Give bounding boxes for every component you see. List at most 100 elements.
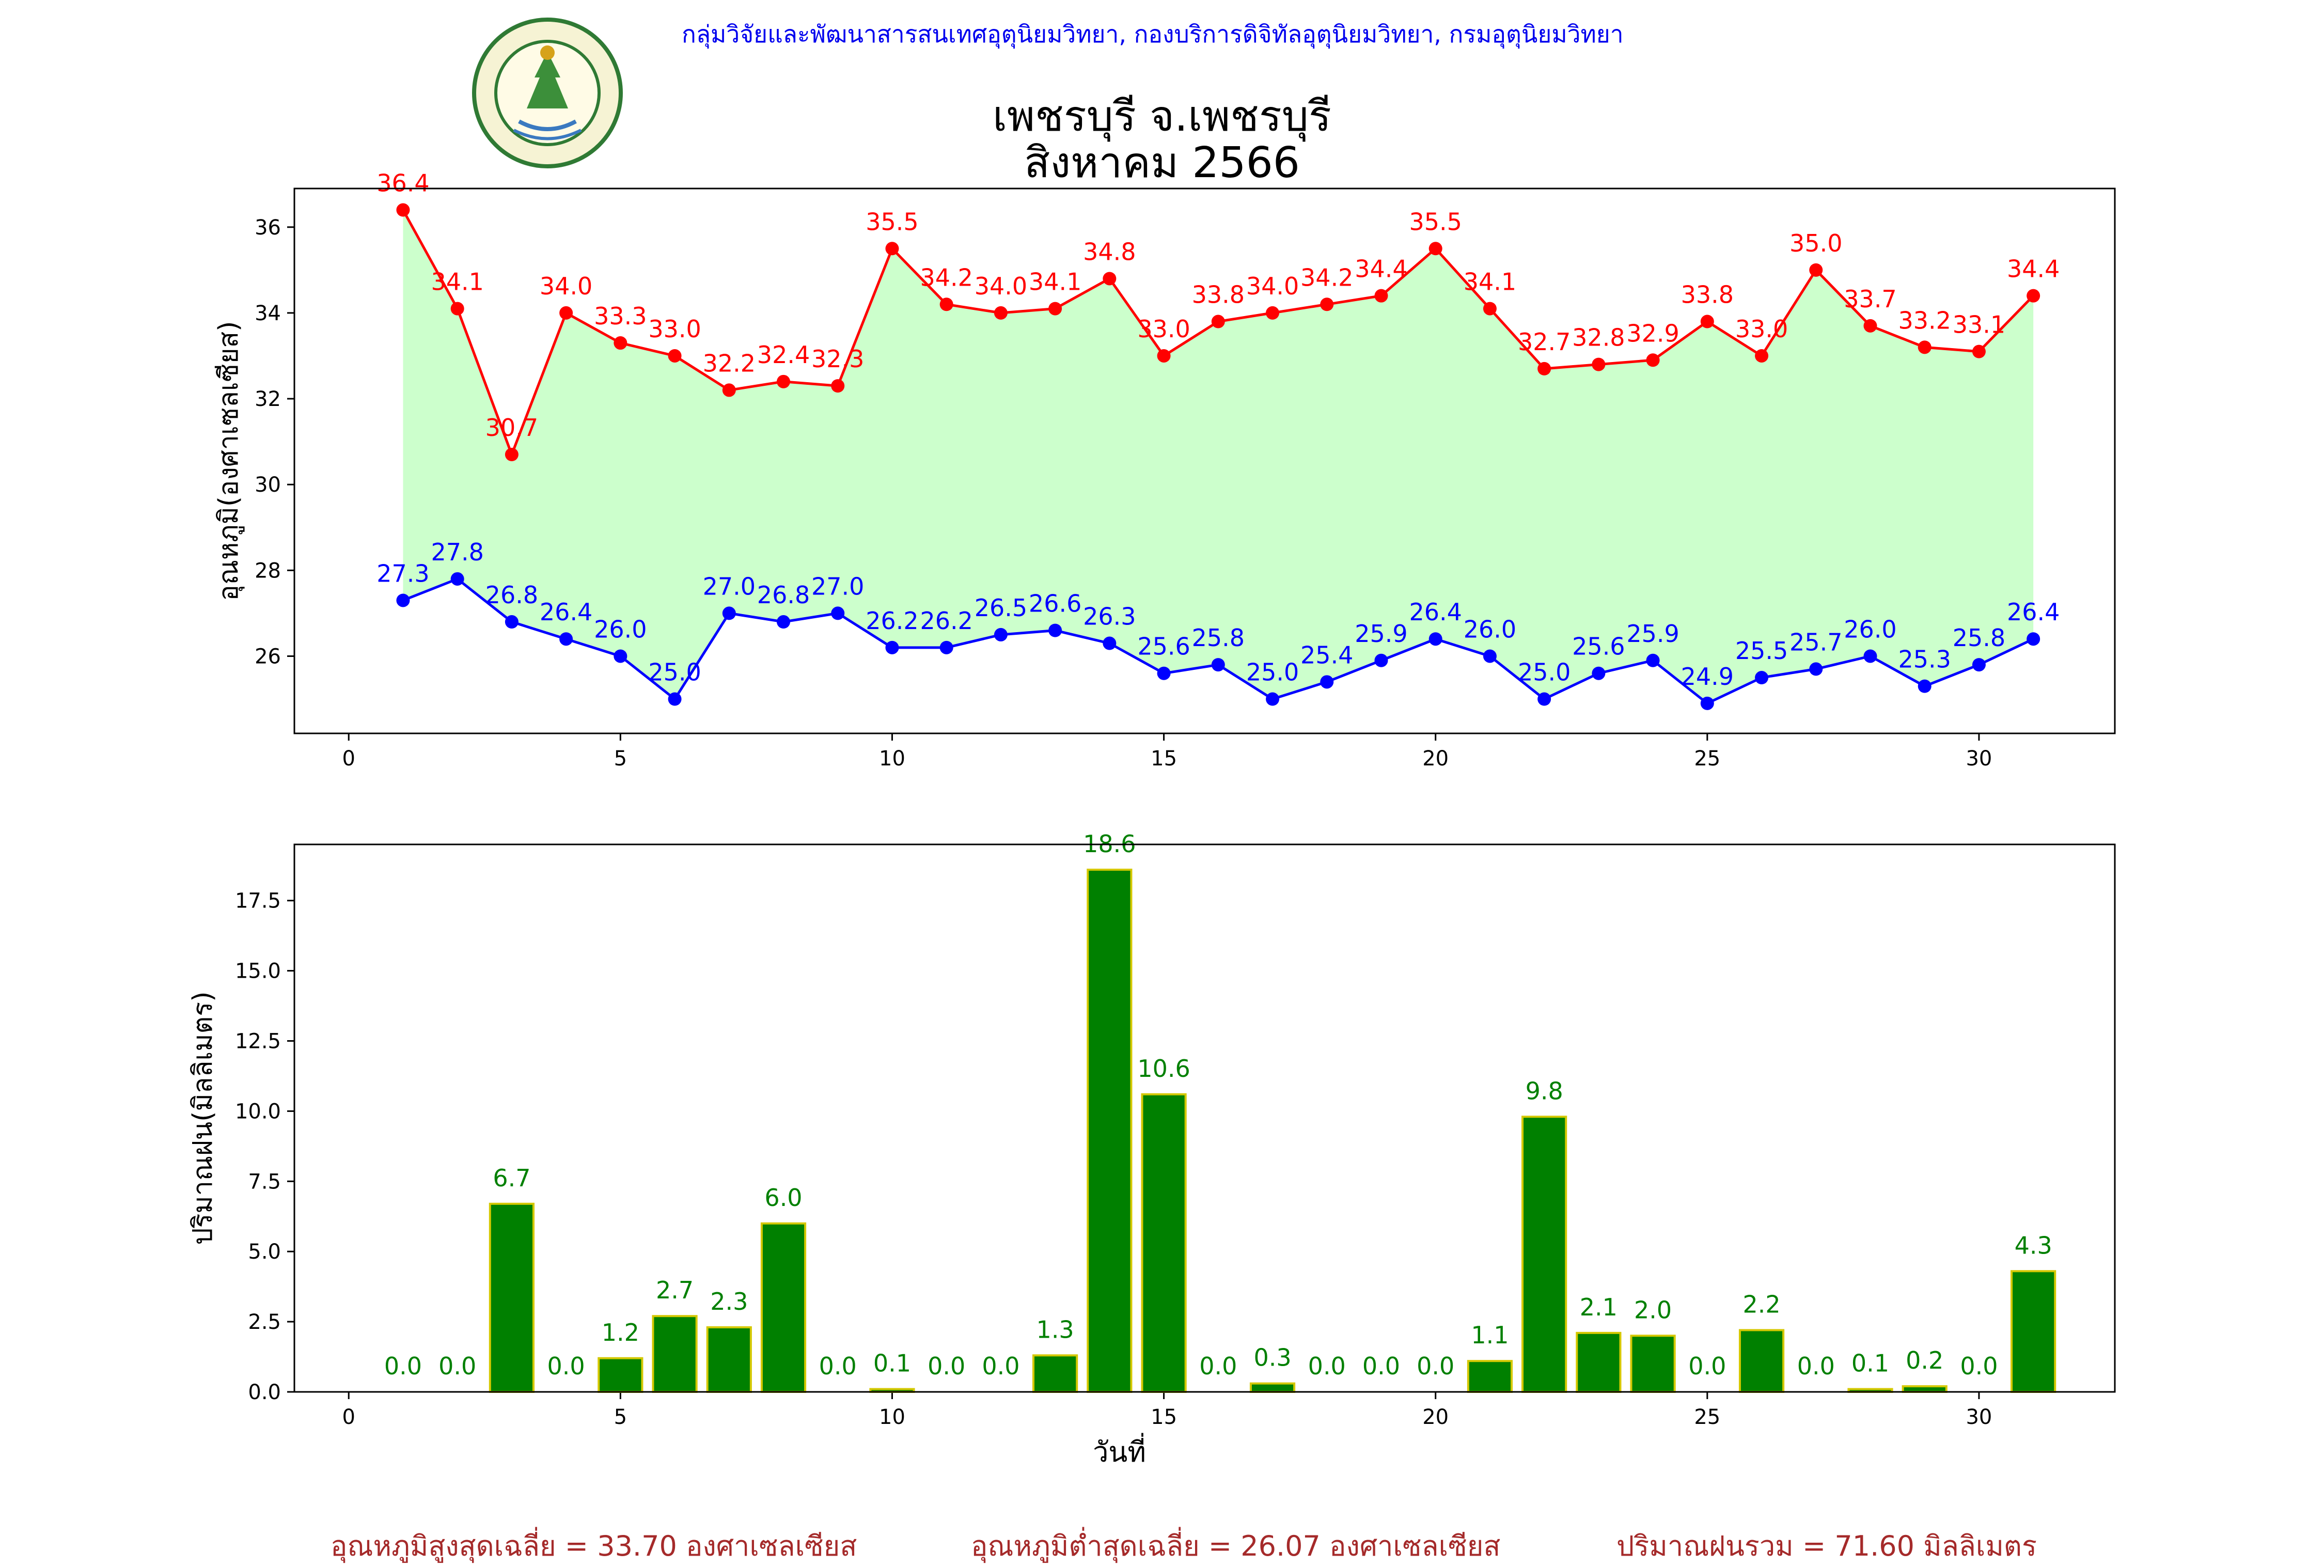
max-temperature-point: [614, 336, 627, 350]
chart-title-month: สิงหาคม 2566: [1024, 138, 1300, 187]
rain-value-label: 0.1: [873, 1350, 911, 1377]
min-temperature-point: [1755, 671, 1769, 685]
rain-bar: [1087, 868, 1133, 1393]
x-tick-label: 30: [1966, 1405, 1992, 1429]
plot-frame: [293, 187, 2116, 734]
y-tick-label: 32: [255, 387, 281, 411]
rain-value-label: 2.3: [710, 1288, 748, 1315]
max-temperature-label: 32.7: [1518, 328, 1571, 356]
min-temperature-point: [885, 640, 899, 654]
min-temperature-point: [396, 593, 410, 607]
rain-value-label: 0.0: [1797, 1352, 1835, 1380]
rain-value-label: 2.7: [656, 1276, 694, 1304]
footer-max-avg: อุณหภูมิสูงสุดเฉลี่ย = 33.70 องศาเซลเซีย…: [331, 1530, 857, 1562]
rain-bar: [706, 1326, 752, 1393]
max-temperature-label: 34.4: [1355, 255, 1407, 283]
max-temperature-label: 34.2: [1300, 263, 1353, 291]
max-temperature-point: [1972, 344, 1986, 358]
min-temperature-point: [559, 632, 573, 646]
y-tick-label: 34: [255, 302, 281, 325]
x-tick-label: 5: [614, 747, 627, 771]
max-temperature-point: [1157, 349, 1171, 363]
y-axis-label: ปริมาณฝน(มิลลิเมตร): [187, 991, 218, 1245]
min-temperature-label: 26.4: [540, 598, 592, 626]
rain-bar: [1630, 1335, 1676, 1393]
min-temperature-point: [2027, 632, 2040, 646]
min-temperature-label: 26.8: [757, 581, 810, 609]
max-temperature-point: [2027, 289, 2040, 303]
rain-value-label: 0.0: [928, 1352, 965, 1380]
min-temperature-label: 25.7: [1789, 628, 1842, 656]
y-tick-label: 7.5: [248, 1170, 281, 1194]
x-tick-label: 15: [1151, 747, 1177, 771]
max-temperature-point: [450, 302, 464, 316]
max-temperature-label: 33.8: [1681, 281, 1734, 309]
max-temperature-label: 32.4: [757, 341, 810, 369]
rain-bar: [2011, 1270, 2056, 1393]
rain-bar: [598, 1357, 643, 1393]
min-temperature-point: [1863, 649, 1877, 663]
min-temperature-point: [450, 572, 464, 586]
max-temperature-label: 33.0: [1137, 315, 1190, 343]
y-tick-label: 17.5: [235, 889, 281, 913]
max-temperature-point: [831, 379, 845, 393]
rain-bar: [1738, 1329, 1785, 1393]
min-temperature-point: [1103, 636, 1117, 650]
min-temperature-label: 26.6: [1029, 590, 1081, 618]
min-temperature-label: 26.4: [2007, 598, 2060, 626]
max-temperature-label: 35.5: [866, 208, 918, 236]
max-temperature-point: [1103, 272, 1117, 286]
min-temperature-point: [1048, 623, 1062, 637]
x-tick-label: 20: [1422, 747, 1449, 771]
max-temperature-label: 33.3: [594, 302, 647, 330]
min-temperature-label: 25.9: [1626, 620, 1679, 648]
max-temperature-point: [939, 297, 953, 311]
min-temperature-point: [1320, 675, 1334, 689]
min-temperature-label: 26.0: [1844, 615, 1896, 643]
min-temperature-label: 25.0: [1246, 658, 1299, 686]
y-tick-label: 36: [255, 216, 281, 240]
max-temperature-label: 34.0: [540, 272, 592, 300]
meteorological-department-logo: [472, 18, 623, 168]
min-temperature-point: [939, 640, 953, 654]
rain-value-label: 0.0: [384, 1352, 422, 1380]
rain-bar: [1902, 1385, 1948, 1393]
rain-value-label: 0.0: [438, 1352, 476, 1380]
max-temperature-point: [1428, 242, 1442, 256]
rain-bar: [1249, 1382, 1296, 1393]
min-temperature-point: [1374, 653, 1388, 667]
min-temperature-label: 25.8: [1192, 624, 1245, 652]
max-temperature-point: [1755, 349, 1769, 363]
max-temperature-label: 33.0: [648, 315, 701, 343]
max-temperature-point: [1863, 319, 1877, 333]
max-temperature-label: 34.2: [920, 263, 972, 291]
min-temperature-point: [1972, 658, 1986, 672]
min-temperature-point: [722, 606, 736, 620]
max-temperature-label: 32.3: [811, 345, 864, 373]
max-temperature-label: 34.1: [431, 268, 483, 296]
min-temperature-label: 25.8: [1953, 624, 2005, 652]
x-axis-label: วันที่: [1093, 1433, 1146, 1468]
min-temperature-label: 25.3: [1898, 646, 1951, 673]
min-temperature-label: 25.6: [1137, 633, 1190, 661]
rain-value-label: 0.0: [1362, 1352, 1400, 1380]
max-temperature-label: 33.2: [1898, 306, 1951, 334]
rain-value-label: 2.1: [1580, 1293, 1618, 1321]
max-temperature-point: [1483, 302, 1497, 316]
max-temperature-point: [396, 203, 410, 217]
y-tick-label: 26: [255, 645, 281, 668]
rain-bar: [1032, 1354, 1078, 1393]
footer-rain-total: ปริมาณฝนรวม = 71.60 มิลลิเมตร: [1616, 1530, 2037, 1562]
rain-value-label: 2.2: [1742, 1290, 1780, 1318]
y-tick-label: 30: [255, 473, 281, 497]
rain-value-label: 9.8: [1526, 1077, 1563, 1105]
chart-title-station: เพชรบุรี จ.เพชรบุรี: [993, 92, 1331, 141]
rain-value-label: 0.0: [1960, 1352, 1998, 1380]
max-temperature-point: [1211, 315, 1225, 328]
min-temperature-label: 26.8: [485, 581, 538, 609]
rain-value-label: 0.0: [819, 1352, 857, 1380]
min-temperature-label: 26.2: [866, 607, 918, 635]
x-tick-label: 10: [879, 747, 905, 771]
min-temperature-label: 26.0: [1464, 615, 1516, 643]
max-temperature-point: [1646, 353, 1660, 367]
